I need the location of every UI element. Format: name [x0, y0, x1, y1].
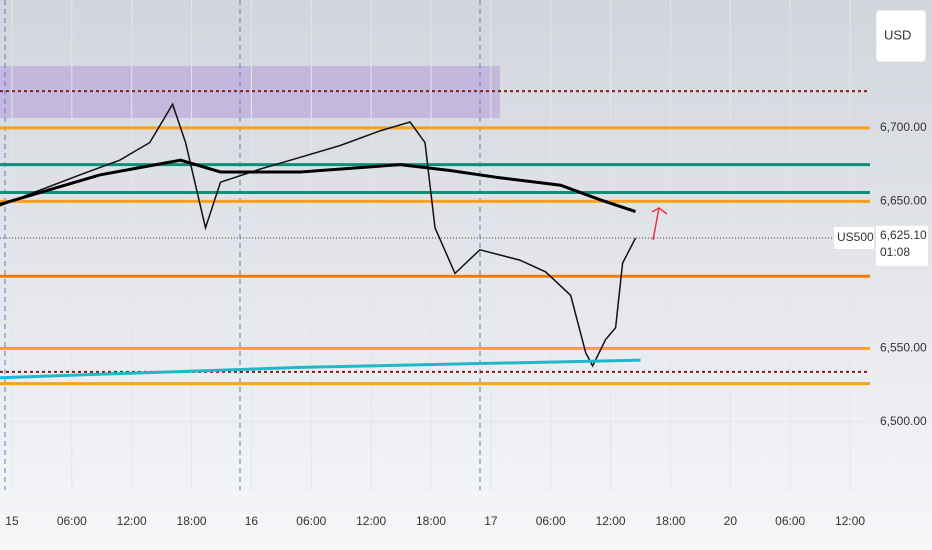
currency-box[interactable] [875, 9, 927, 63]
y-tick-label: 6,650.00 [880, 194, 927, 208]
y-tick-label: 6,700.00 [880, 120, 927, 134]
x-tick-label: 06:00 [296, 514, 326, 528]
x-tick-label: 06:00 [775, 514, 805, 528]
x-tick-label: 06:00 [57, 514, 87, 528]
arrow [651, 206, 668, 241]
symbol-box [834, 226, 874, 249]
x-tick-label: 18:00 [177, 514, 207, 528]
countdown: 01:08 [880, 245, 910, 259]
x-tick-label: 15 [5, 514, 19, 528]
currency: USD [884, 27, 911, 42]
x-tick-label: 12:00 [117, 514, 147, 528]
x-tick-label: 18:00 [416, 514, 446, 528]
x-tick-label: 12:00 [356, 514, 386, 528]
series-line [0, 158, 636, 214]
last-price-label: 6,625.10 [880, 228, 927, 242]
plot [0, 0, 870, 490]
y-tick-label: 6,500.00 [880, 414, 927, 428]
x-tick-label: 16 [245, 514, 259, 528]
x-tick-label: 12:00 [835, 514, 865, 528]
symbol-label: US500 [837, 230, 874, 244]
price-box [876, 225, 928, 266]
x-tick-label: 12:00 [596, 514, 626, 528]
x-tick-label: 17 [484, 514, 498, 528]
x-tick-label: 18:00 [655, 514, 685, 528]
series-line [0, 358, 641, 380]
x-tick-label: 06:00 [536, 514, 566, 528]
x-tick-label: 20 [724, 514, 738, 528]
y-tick-label: 6,550.00 [880, 340, 927, 354]
